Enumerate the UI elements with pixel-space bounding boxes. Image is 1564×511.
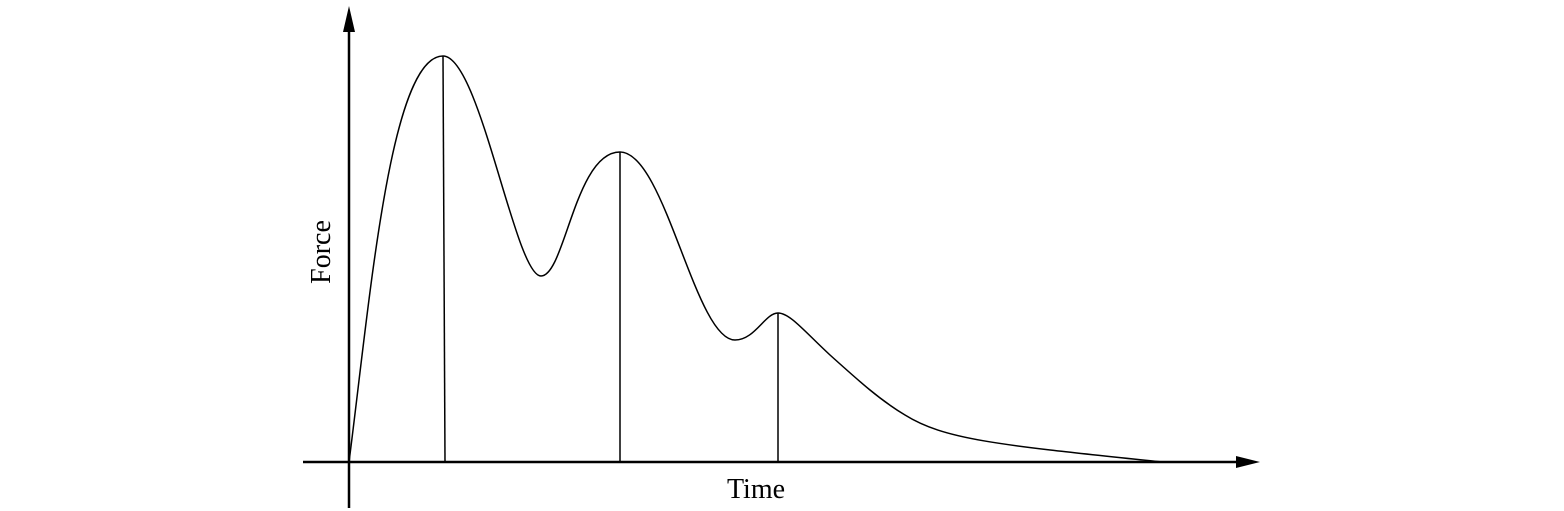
x-axis-arrow — [1236, 456, 1260, 468]
y-axis-arrow — [343, 6, 355, 32]
peak-line — [442, 55, 446, 463]
force-curve — [348, 55, 1163, 463]
y-axis-label: Force — [306, 220, 337, 284]
x-axis-label: Time — [727, 474, 785, 505]
